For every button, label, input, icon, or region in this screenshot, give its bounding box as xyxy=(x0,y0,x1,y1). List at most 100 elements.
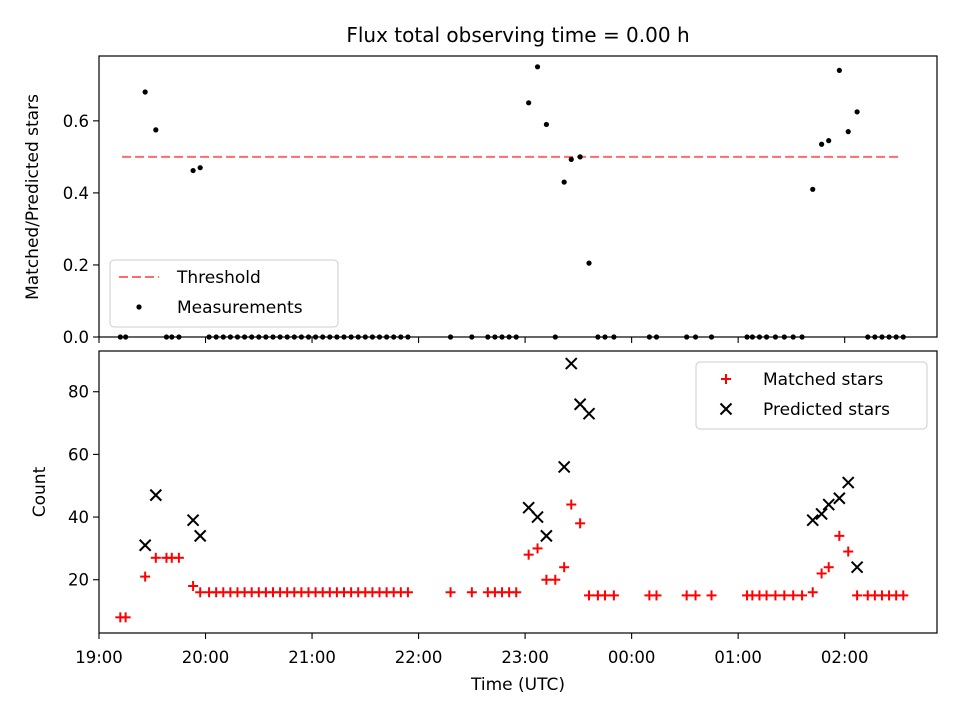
data-point xyxy=(277,334,283,340)
data-point xyxy=(584,590,595,601)
data-point xyxy=(842,476,855,489)
data-point xyxy=(706,590,717,601)
top-xticks xyxy=(98,337,846,343)
xtick-label: 21:00 xyxy=(288,648,336,667)
data-point xyxy=(190,167,196,174)
data-point xyxy=(391,334,397,340)
data-point xyxy=(313,334,319,340)
data-point xyxy=(234,334,241,340)
data-point xyxy=(770,590,781,601)
data-point xyxy=(270,334,276,340)
xtick-label: 23:00 xyxy=(501,648,549,667)
data-point xyxy=(120,612,131,623)
data-point xyxy=(169,334,175,340)
data-point xyxy=(681,590,692,601)
data-point xyxy=(327,334,333,340)
data-point xyxy=(865,334,871,340)
xtick-label: 22:00 xyxy=(395,648,443,667)
ytick-label: 0.4 xyxy=(63,184,89,203)
data-point xyxy=(402,587,413,598)
data-point xyxy=(511,587,522,598)
data-point xyxy=(485,334,491,340)
data-point xyxy=(138,539,152,552)
top-panel: Matched/Predicted stars 0.0 0.2 0.4 0.6 Thr… xyxy=(23,55,938,347)
data-point xyxy=(445,587,456,598)
xtick-label: 20:00 xyxy=(182,648,230,667)
data-point xyxy=(213,334,219,340)
data-point xyxy=(197,165,203,171)
xtick-label: 01:00 xyxy=(714,648,762,667)
x-marker-icon xyxy=(719,402,733,416)
bottom-plot-frame xyxy=(98,350,938,634)
data-point xyxy=(523,549,534,560)
data-point xyxy=(850,560,864,574)
data-point xyxy=(206,334,212,340)
data-point xyxy=(249,334,255,340)
data-point xyxy=(153,127,159,133)
x-axis-label: Time (UTC) xyxy=(470,675,565,695)
data-point xyxy=(540,529,553,543)
data-point xyxy=(227,334,233,340)
plus-marker-icon xyxy=(721,374,731,384)
data-point xyxy=(790,334,796,340)
data-point xyxy=(123,334,129,340)
data-point xyxy=(526,100,532,106)
data-point xyxy=(852,590,863,601)
data-point xyxy=(195,587,206,598)
data-point xyxy=(341,334,347,340)
data-point xyxy=(173,552,184,563)
legend-matched-label: Matched stars xyxy=(763,370,883,390)
data-point xyxy=(879,334,885,340)
data-point xyxy=(193,529,207,543)
ytick-label: 0.6 xyxy=(63,112,89,131)
data-point xyxy=(561,179,567,185)
ytick-label: 20 xyxy=(68,571,89,590)
data-point xyxy=(256,334,262,340)
data-point xyxy=(186,513,200,527)
predicted-series xyxy=(138,357,864,574)
xtick-label: 00:00 xyxy=(608,648,656,667)
data-point xyxy=(532,543,543,554)
data-point xyxy=(749,334,755,340)
data-point xyxy=(781,334,787,340)
data-point xyxy=(692,334,699,340)
data-point xyxy=(826,138,832,144)
data-point xyxy=(220,334,226,340)
data-point xyxy=(241,334,248,340)
legend-predicted-label: Predicted stars xyxy=(763,400,890,420)
data-point xyxy=(117,334,123,340)
data-point xyxy=(566,499,577,510)
matched-series xyxy=(115,499,909,623)
data-point xyxy=(744,334,750,340)
data-point xyxy=(900,334,906,340)
chart-title: Flux total observing time = 0.00 h xyxy=(346,23,689,47)
data-point xyxy=(142,89,148,95)
data-point xyxy=(843,546,854,557)
data-point xyxy=(543,121,550,128)
data-point xyxy=(779,590,790,601)
bottom-xticks: 19:00 20:00 21:00 22:00 23:00 00:00 01:00 02:00 xyxy=(75,633,868,667)
data-point xyxy=(833,492,846,505)
data-point xyxy=(568,156,574,162)
data-point xyxy=(405,334,411,340)
data-point xyxy=(823,562,834,573)
data-point xyxy=(550,574,561,585)
data-point xyxy=(684,334,690,340)
data-point xyxy=(599,590,610,601)
data-point xyxy=(582,407,596,420)
data-point xyxy=(886,334,892,340)
data-point xyxy=(398,334,404,340)
data-point xyxy=(284,334,290,340)
ytick-label: 40 xyxy=(68,508,89,527)
data-point xyxy=(376,334,383,340)
data-point xyxy=(506,334,512,340)
data-point xyxy=(577,154,583,160)
top-yticks: 0.0 0.2 0.4 0.6 xyxy=(63,112,99,347)
data-point xyxy=(595,334,601,340)
data-point xyxy=(646,334,652,340)
data-point xyxy=(708,334,715,340)
data-point xyxy=(348,334,354,340)
ytick-label: 0.0 xyxy=(63,328,89,347)
data-point xyxy=(772,334,779,340)
data-point xyxy=(362,334,368,340)
